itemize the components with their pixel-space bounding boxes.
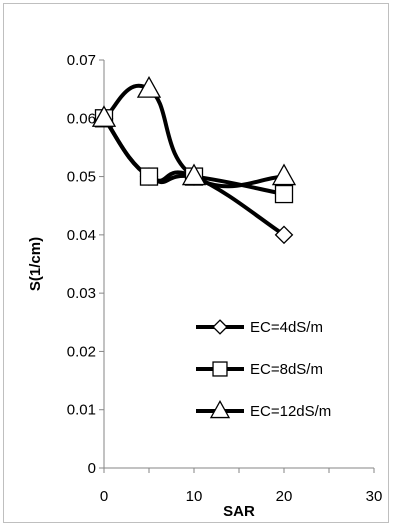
data-point-triangle [136, 76, 162, 98]
data-point-square [139, 167, 159, 186]
series-line-triangle [102, 84, 286, 189]
y-tick-label: 0.06 [67, 110, 96, 127]
x-axis-title: SAR [223, 503, 255, 520]
y-tick-label: 0.07 [67, 52, 96, 69]
legend-marker-square [212, 361, 228, 377]
legend-label: EC=4dS/m [250, 319, 323, 336]
chart-frame [3, 3, 389, 523]
data-point-triangle [181, 163, 207, 186]
legend-marker-diamond [212, 319, 228, 335]
y-tick-label: 0.01 [67, 402, 96, 419]
data-point-triangle [91, 105, 117, 127]
legend-marker-triangle [209, 400, 231, 419]
x-tick-label: 30 [366, 488, 383, 505]
legend-label: EC=8dS/m [250, 361, 323, 378]
legend-label: EC=12dS/m [250, 403, 331, 420]
y-tick-label: 0.04 [67, 227, 96, 244]
x-tick-label: 20 [276, 488, 293, 505]
data-point-triangle [271, 163, 297, 186]
y-tick-label: 0 [88, 460, 96, 477]
y-axis-title: S(1/cm) [27, 237, 44, 291]
data-point-diamond [274, 225, 294, 245]
data-point-square [274, 184, 294, 204]
x-tick-label: 0 [100, 488, 108, 505]
y-tick-label: 0.05 [67, 169, 96, 186]
y-tick-label: 0.03 [67, 285, 96, 302]
x-tick-label: 10 [186, 488, 203, 505]
y-tick-label: 0.02 [67, 343, 96, 360]
